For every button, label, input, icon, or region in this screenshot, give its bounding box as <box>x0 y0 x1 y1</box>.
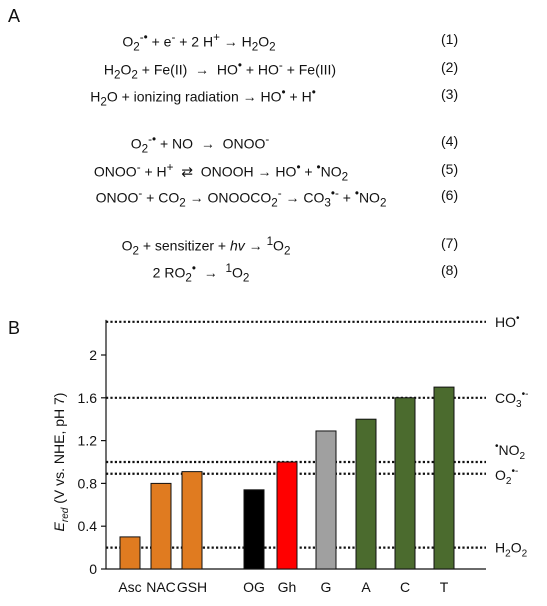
x-tick-label: NAC <box>146 579 176 595</box>
bar-og <box>243 489 265 570</box>
bar-gsh <box>181 471 203 570</box>
equation-6: ONOO- + CO2 → ONOOCO2- → CO3•- + •NO2 <box>95 187 387 210</box>
y-tick-label: 1.6 <box>78 390 98 406</box>
bar-gh <box>276 461 298 570</box>
y-tick-label: 0 <box>89 561 97 577</box>
reference-label-1: HO• <box>495 313 520 330</box>
reference-label-4: O2•- <box>495 466 518 487</box>
bar-c <box>394 397 416 570</box>
equation-number-6: (6) <box>441 187 459 203</box>
equation-number-3: (3) <box>441 86 459 102</box>
x-tick-label: GSH <box>177 579 207 595</box>
bar-g <box>315 430 337 570</box>
equation-number-7: (7) <box>441 235 459 251</box>
equation-number-8: (8) <box>441 262 459 278</box>
reference-label-3: •NO2 <box>495 441 526 462</box>
equation-8: 2 RO2• → 1O2 <box>152 262 250 285</box>
y-tick-label: 2 <box>89 347 97 363</box>
bar-a <box>355 418 377 570</box>
y-tick-label: 1.2 <box>78 433 98 449</box>
reference-label-2: CO3•- <box>495 389 528 410</box>
equation-4: O2-• + NO → ONOO- <box>130 133 270 156</box>
x-tick-label: G <box>321 579 332 595</box>
equation-3: H2O + ionizing radiation → HO• + H• <box>90 86 316 109</box>
equation-2: H2O2 + Fe(II) → HO• + HO- + Fe(III) <box>103 59 337 82</box>
equation-number-1: (1) <box>441 31 459 47</box>
panel-b-label: B <box>8 318 21 338</box>
y-tick-label: 0.4 <box>78 518 98 534</box>
reference-label-5: H2O2 <box>495 540 528 560</box>
y-axis-label: Ered (V vs. NHE, pH 7) <box>51 393 71 532</box>
x-tick-label: Asc <box>118 579 141 595</box>
equation-number-2: (2) <box>441 59 459 75</box>
x-tick-label: C <box>400 579 410 595</box>
bar-asc <box>119 536 141 570</box>
y-tick-label: 0.8 <box>78 475 98 491</box>
panel-a-label: A <box>8 6 21 26</box>
equation-5: ONOO- + H+ ⇄ ONOOH → HO• + •NO2 <box>93 161 349 184</box>
equation-7: O2 + sensitizer + hv → 1O2 <box>121 235 291 258</box>
x-tick-label: T <box>440 579 449 595</box>
x-tick-label: OG <box>243 579 265 595</box>
bar-t <box>433 386 455 570</box>
x-tick-label: A <box>361 579 371 595</box>
x-tick-label: Gh <box>278 579 297 595</box>
equation-number-4: (4) <box>441 133 459 149</box>
equation-1: O2-• + e- + 2 H+ → H2O2 <box>122 31 276 54</box>
bar-nac <box>150 482 172 570</box>
equation-number-5: (5) <box>441 161 459 177</box>
